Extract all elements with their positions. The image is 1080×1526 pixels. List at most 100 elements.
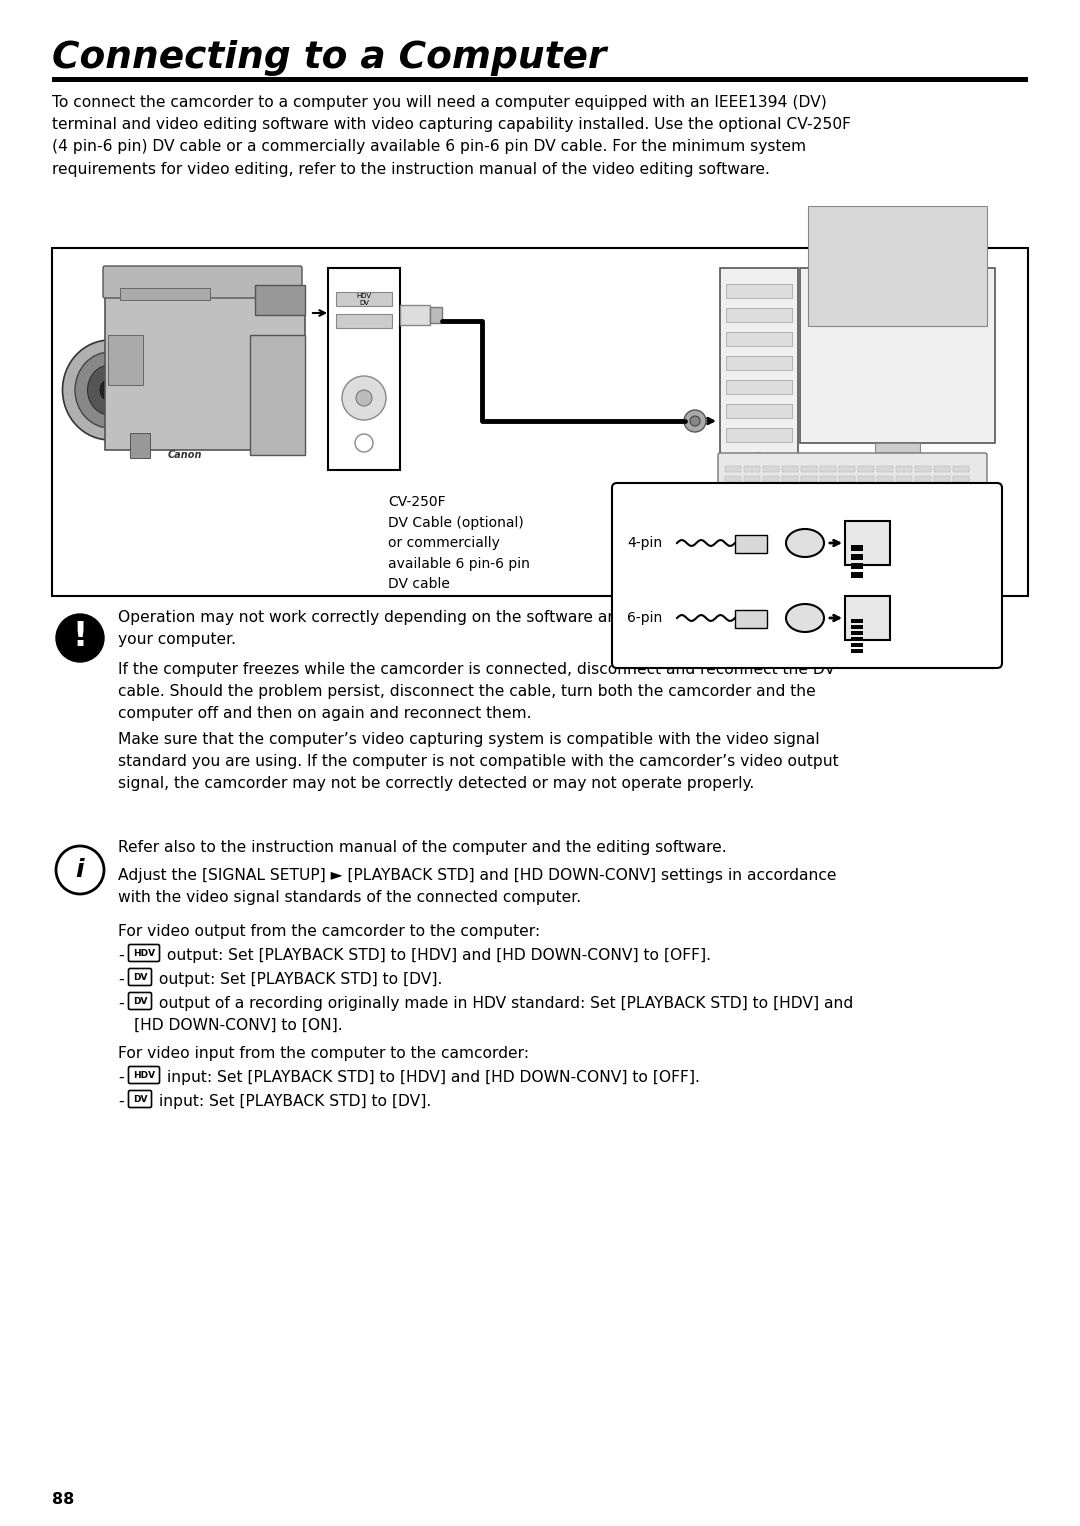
Bar	[915, 465, 931, 472]
Bar	[762, 485, 779, 491]
Bar	[801, 465, 816, 472]
Bar	[726, 356, 792, 369]
Bar	[52, 249, 1028, 597]
Text: -: -	[118, 948, 123, 963]
FancyBboxPatch shape	[103, 266, 302, 298]
Bar	[782, 465, 798, 472]
Text: Connecting to a Computer: Connecting to a Computer	[52, 40, 606, 76]
Bar	[400, 305, 430, 325]
Text: output: Set [PLAYBACK STD] to [DV].: output: Set [PLAYBACK STD] to [DV].	[154, 972, 443, 987]
Text: [HD DOWN-CONV] to [ON].: [HD DOWN-CONV] to [ON].	[134, 1018, 342, 1033]
Circle shape	[56, 845, 104, 894]
Bar	[877, 476, 893, 482]
Bar	[820, 465, 836, 472]
Bar	[851, 630, 863, 635]
Bar	[720, 269, 798, 473]
Bar	[105, 295, 305, 450]
Text: Make sure that the computer’s video capturing system is compatible with the vide: Make sure that the computer’s video capt…	[118, 732, 839, 792]
FancyBboxPatch shape	[129, 1091, 151, 1108]
Bar	[726, 427, 792, 443]
FancyBboxPatch shape	[718, 453, 987, 494]
Bar	[808, 206, 987, 327]
Text: To connect the camcorder to a computer you will need a computer equipped with an: To connect the camcorder to a computer y…	[52, 95, 851, 177]
Bar	[839, 485, 855, 491]
Circle shape	[684, 410, 706, 432]
Text: 6-pin: 6-pin	[627, 610, 662, 626]
Text: output of a recording originally made in HDV standard: Set [PLAYBACK STD] to [HD: output of a recording originally made in…	[154, 996, 853, 1012]
FancyBboxPatch shape	[129, 1067, 160, 1083]
FancyBboxPatch shape	[129, 945, 160, 961]
Text: !: !	[72, 620, 87, 653]
Text: Canon: Canon	[167, 450, 202, 459]
Text: 88: 88	[52, 1492, 75, 1508]
Bar	[851, 620, 863, 623]
FancyBboxPatch shape	[612, 484, 1002, 668]
Bar	[851, 636, 863, 641]
Text: i: i	[76, 858, 84, 882]
Bar	[328, 269, 400, 470]
Bar	[336, 291, 392, 307]
Text: DV: DV	[133, 972, 147, 981]
Bar	[953, 485, 969, 491]
Bar	[915, 476, 931, 482]
Text: If the computer freezes while the camcorder is connected, disconnect and reconne: If the computer freezes while the camcor…	[118, 662, 835, 722]
Circle shape	[56, 613, 104, 662]
Circle shape	[690, 417, 700, 426]
Bar	[953, 465, 969, 472]
Bar	[744, 465, 760, 472]
Bar	[52, 76, 1028, 82]
Bar	[782, 476, 798, 482]
Bar	[255, 285, 305, 314]
Bar	[801, 485, 816, 491]
Circle shape	[342, 375, 386, 420]
Bar	[782, 485, 798, 491]
Bar	[934, 476, 950, 482]
Text: -: -	[118, 1070, 123, 1085]
Bar	[855, 453, 940, 461]
Text: HDV: HDV	[133, 949, 156, 957]
Bar	[800, 269, 995, 443]
Bar	[845, 597, 890, 639]
Bar	[762, 465, 779, 472]
Bar	[725, 465, 741, 472]
Text: IEEE1394 (DV) terminal: IEEE1394 (DV) terminal	[728, 501, 883, 513]
Text: 4-pin: 4-pin	[627, 536, 662, 549]
Text: DV: DV	[133, 1094, 147, 1103]
Bar	[896, 476, 912, 482]
Bar	[744, 485, 760, 491]
Bar	[726, 308, 792, 322]
Bar	[430, 307, 442, 324]
Bar	[953, 476, 969, 482]
Bar	[820, 476, 836, 482]
Bar	[851, 626, 863, 629]
Bar	[858, 476, 874, 482]
Text: For video output from the camcorder to the computer:: For video output from the camcorder to t…	[118, 925, 540, 938]
Text: input: Set [PLAYBACK STD] to [HDV] and [HD DOWN-CONV] to [OFF].: input: Set [PLAYBACK STD] to [HDV] and […	[162, 1070, 700, 1085]
Bar	[839, 476, 855, 482]
Bar	[851, 563, 863, 569]
Bar	[915, 485, 931, 491]
Text: Adjust the [SIGNAL SETUP] ► [PLAYBACK STD] and [HD DOWN-CONV] settings in accord: Adjust the [SIGNAL SETUP] ► [PLAYBACK ST…	[118, 868, 837, 905]
Bar	[877, 465, 893, 472]
Bar	[851, 545, 863, 551]
Bar	[725, 476, 741, 482]
Ellipse shape	[75, 353, 145, 427]
Bar	[801, 476, 816, 482]
Bar	[934, 485, 950, 491]
Bar	[877, 485, 893, 491]
Bar	[896, 485, 912, 491]
Text: For video input from the computer to the camcorder:: For video input from the computer to the…	[118, 1045, 529, 1061]
Bar	[851, 554, 863, 560]
Ellipse shape	[63, 340, 158, 439]
Circle shape	[752, 453, 766, 467]
Bar	[839, 465, 855, 472]
Bar	[858, 485, 874, 491]
Bar	[735, 610, 767, 629]
Circle shape	[356, 391, 372, 406]
Text: Refer also to the instruction manual of the computer and the editing software.: Refer also to the instruction manual of …	[118, 839, 727, 855]
Bar	[726, 380, 792, 394]
Bar	[851, 642, 863, 647]
Text: -: -	[118, 996, 123, 1012]
Ellipse shape	[87, 365, 133, 415]
Bar	[336, 314, 392, 328]
